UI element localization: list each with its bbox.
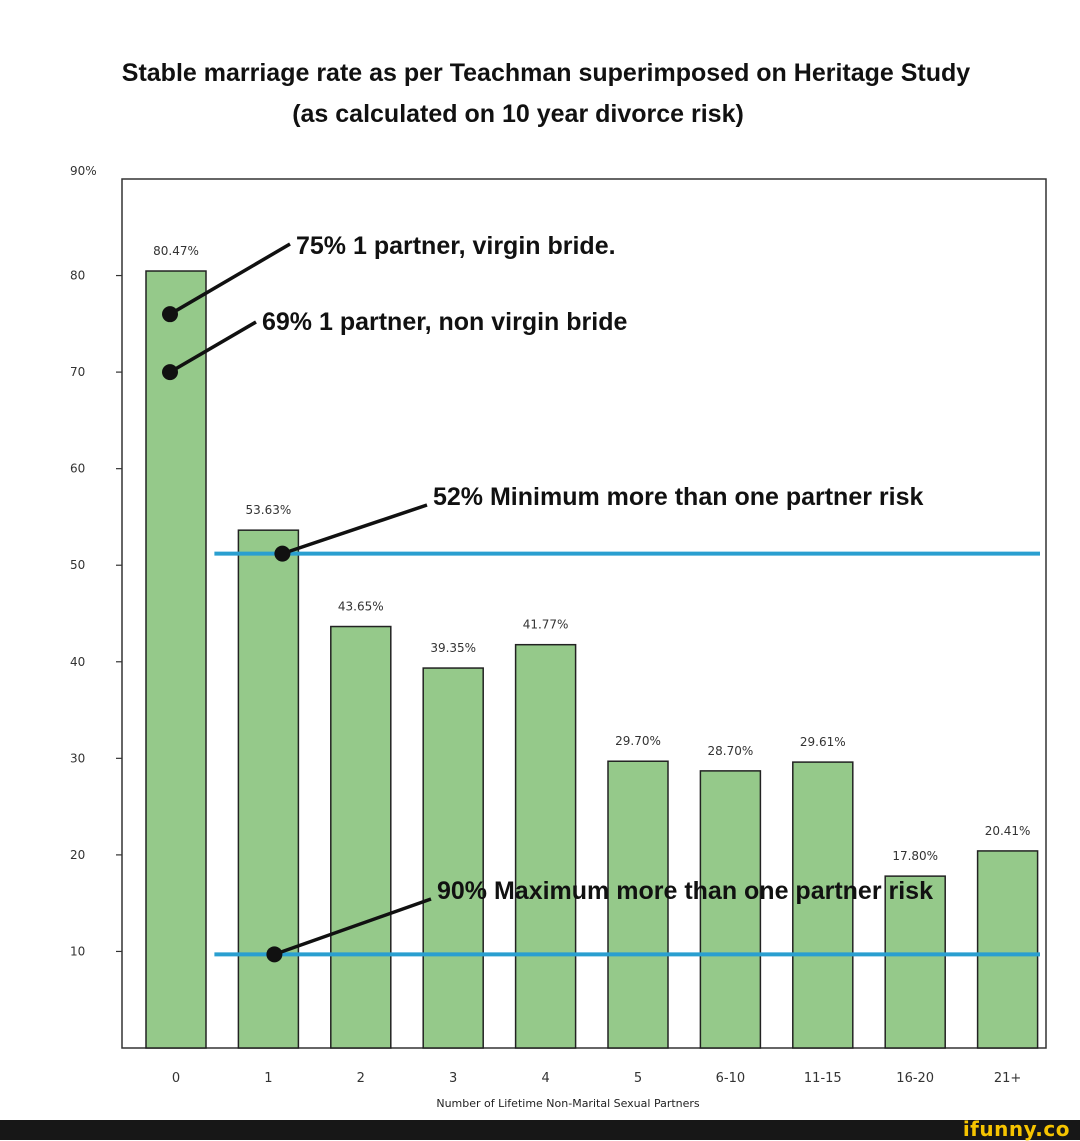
data-label: 80.47% (153, 244, 199, 258)
annotation-text: 69% 1 partner, non virgin bride (262, 308, 627, 336)
annotation-dot (266, 946, 283, 963)
x-tick-label: 1 (264, 1071, 272, 1086)
bar (330, 625, 392, 1049)
bar (699, 770, 762, 1049)
chart-subtitle: (as calculated on 10 year divorce risk) (292, 100, 744, 128)
y-tick-label: 40 (70, 655, 85, 669)
annotation-dot (162, 306, 178, 323)
annotation-text: 75% 1 partner, virgin bride. (296, 232, 616, 260)
annotation-dot (274, 545, 291, 562)
bar (145, 270, 207, 1049)
y-tick-label: 80 (70, 269, 85, 283)
plot-frame (121, 178, 1047, 1049)
bar (607, 760, 669, 1049)
bars (145, 270, 1039, 1049)
chart-title: Stable marriage rate as per Teachman sup… (122, 59, 971, 87)
y-tick-label: 30 (70, 751, 85, 765)
bar (976, 850, 1039, 1049)
annotation-pointer (169, 242, 291, 316)
x-tick-label: 6-10 (716, 1071, 746, 1086)
x-axis-label: Number of Lifetime Non-Marital Sexual Pa… (436, 1097, 700, 1110)
data-label: 29.61% (800, 735, 846, 749)
x-tick-label: 21+ (994, 1071, 1021, 1086)
bar (884, 875, 946, 1049)
bar (422, 667, 484, 1049)
data-label: 39.35% (430, 641, 476, 655)
y-tick-label: 60 (70, 462, 85, 476)
data-labels: 80.47% 53.63% 43.65% 39.35% 41.77% 29.70% 28.7… (153, 244, 1030, 863)
y-tick-label: 50 (70, 558, 85, 572)
y-tick-label: 70 (70, 365, 85, 379)
annotation-dot (162, 364, 178, 381)
y-axis: 90% 10 20 30 40 50 60 70 80 (70, 164, 122, 958)
annotations: 75% 1 partner, virgin bride. 69% 1 partne… (162, 232, 933, 963)
data-label: 41.77% (523, 618, 569, 632)
x-tick-label: 3 (449, 1071, 457, 1086)
annotation-pointer (273, 897, 432, 956)
x-tick-label: 0 (172, 1071, 180, 1086)
annotation-pointer (169, 320, 257, 374)
data-label: 53.63% (246, 503, 292, 517)
y-tick-label: 10 (70, 944, 85, 958)
reference-lines (214, 551, 1040, 957)
annotation-text: 52% Minimum more than one partner risk (433, 483, 923, 511)
annotation-text: 90% Maximum more than one partner risk (437, 877, 933, 905)
bar (237, 529, 300, 1049)
x-tick-label: 5 (634, 1071, 642, 1086)
bar (792, 761, 854, 1049)
bar (514, 643, 577, 1049)
x-tick-label: 16-20 (896, 1071, 934, 1086)
data-label: 28.70% (708, 744, 754, 758)
data-label: 20.41% (985, 824, 1031, 838)
data-label: 17.80% (892, 849, 938, 863)
data-label: 43.65% (338, 600, 384, 614)
x-tick-label: 2 (357, 1071, 365, 1086)
y-tick-label-top: 90% (70, 164, 97, 178)
x-tick-label: 4 (541, 1071, 549, 1086)
brand-logo[interactable]: ifunny.co (962, 1117, 1070, 1141)
annotation-pointer (281, 503, 428, 556)
y-tick-label: 20 (70, 848, 85, 862)
x-tick-label: 11-15 (804, 1071, 842, 1086)
data-label: 29.70% (615, 734, 661, 748)
footer-bar: ifunny.co (0, 1117, 1080, 1141)
x-axis: 0 1 2 3 4 5 6-10 11-15 16-20 21+ (172, 1071, 1021, 1086)
